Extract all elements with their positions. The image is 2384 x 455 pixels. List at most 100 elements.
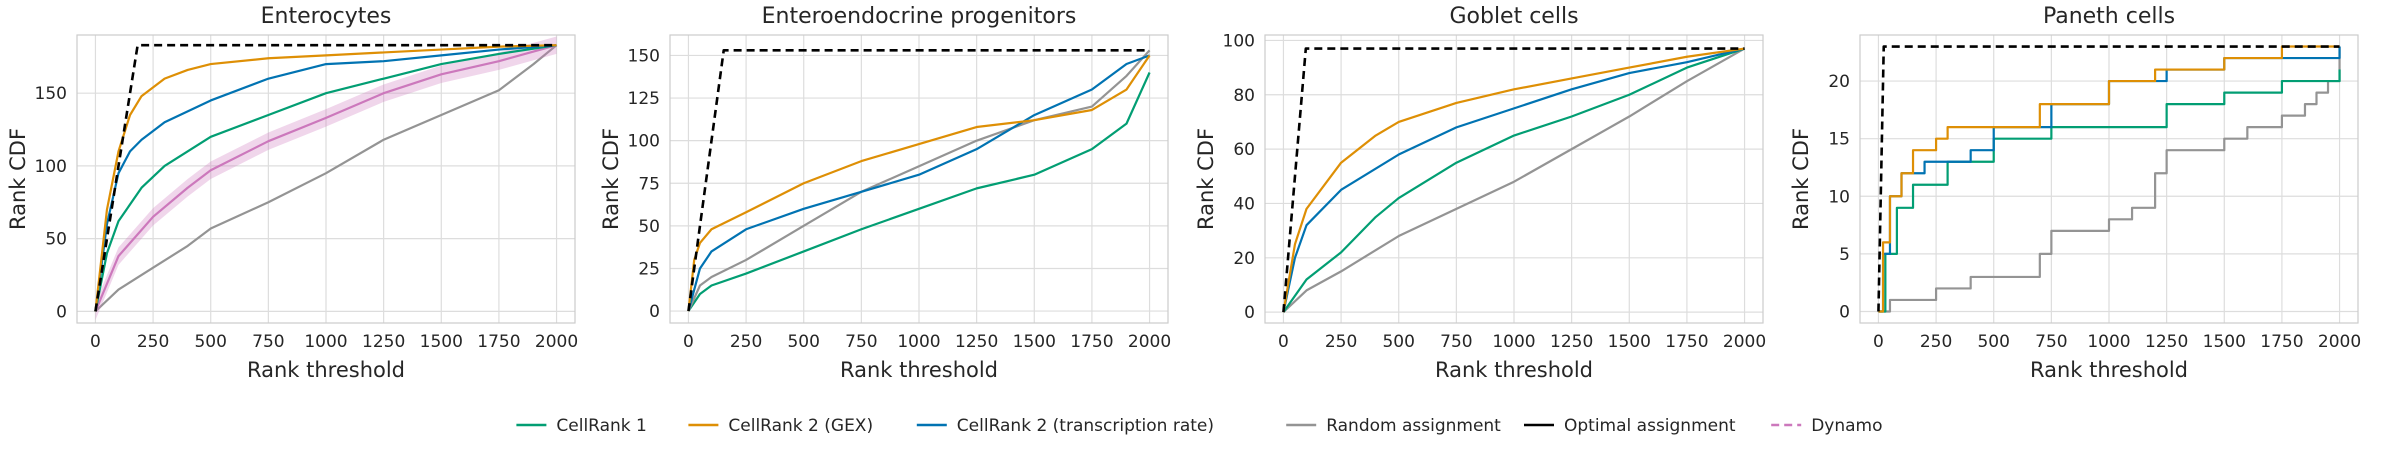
x-axis-label: Rank threshold [1435, 358, 1593, 382]
x-tick-label: 500 [787, 332, 819, 352]
x-axis-label: Rank threshold [2030, 358, 2188, 382]
x-tick-label: 750 [1440, 332, 1472, 352]
series-line-random [94, 44, 558, 313]
y-tick-label: 40 [1233, 194, 1255, 214]
x-tick-label: 1000 [1492, 332, 1535, 352]
x-tick-label: 1250 [1550, 332, 1593, 352]
x-tick-label: 0 [1873, 332, 1884, 352]
panel-3: 0 250 500 750 1000 1250 1500 1750 2000 0 20 40 60 80 1… [1194, 4, 1766, 382]
x-tick-label: 2000 [1723, 332, 1766, 352]
panel-1: 0 250 500 750 1000 1250 1500 1750 2000 0 50 100 150 R… [6, 4, 578, 382]
x-axis-label: Rank threshold [247, 358, 405, 382]
x-tick-label: 750 [252, 332, 284, 352]
series-line-trate [1282, 47, 1745, 313]
series-line-random [1878, 46, 2341, 313]
x-tick-label: 750 [2035, 332, 2067, 352]
panel-title: Enterocytes [261, 4, 392, 29]
legend-item-gex: CellRank 2 (GEX) [688, 416, 873, 436]
y-tick-label: 15 [1828, 130, 1850, 150]
x-tick-label: 0 [683, 332, 694, 352]
x-tick-label: 1000 [897, 332, 940, 352]
series-line-random [687, 49, 1151, 312]
y-tick-label: 80 [1233, 86, 1255, 106]
series-line-gex [687, 54, 1151, 312]
series-line-optimal [94, 43, 557, 312]
legend-item-dynamo: Dynamo [1771, 416, 1883, 436]
y-axis-label: Rank CDF [1194, 128, 1218, 230]
series-line-optimal [1877, 45, 2340, 312]
panel-4: 0 250 500 750 1000 1250 1500 1750 2000 0 5 10 15 20 Ra… [1789, 4, 2361, 382]
y-tick-label: 75 [638, 174, 660, 194]
series-line-dynamo [94, 44, 557, 312]
x-tick-label: 1750 [1070, 332, 1113, 352]
x-tick-label: 250 [137, 332, 169, 352]
legend-label: CellRank 2 (GEX) [728, 416, 873, 436]
x-tick-label: 1000 [304, 332, 347, 352]
x-tick-label: 1500 [1608, 332, 1651, 352]
plot-frame [76, 34, 576, 324]
x-tick-label: 1750 [1665, 332, 1708, 352]
y-tick-label: 0 [56, 302, 67, 322]
series-group [687, 49, 1151, 312]
plot-frame [1859, 34, 2359, 324]
y-axis-label: Rank CDF [1789, 128, 1813, 230]
x-tick-label: 1250 [362, 332, 405, 352]
y-tick-label: 25 [638, 259, 660, 279]
y-tick-label: 100 [628, 132, 660, 152]
legend-label: CellRank 2 (transcription rate) [957, 416, 1214, 436]
y-tick-label: 60 [1233, 140, 1255, 160]
x-tick-label: 750 [845, 332, 877, 352]
panel-title: Paneth cells [2043, 4, 2175, 29]
legend-label: Random assignment [1326, 416, 1501, 436]
series-group [1282, 47, 1746, 313]
y-tick-label: 125 [628, 89, 660, 109]
x-tick-label: 1500 [420, 332, 463, 352]
series-group [1877, 45, 2341, 313]
x-tick-label: 2000 [2318, 332, 2361, 352]
y-axis-label: Rank CDF [599, 128, 623, 230]
y-tick-label: 150 [628, 46, 660, 66]
legend-item-trate: CellRank 2 (transcription rate) [916, 416, 1214, 436]
series-line-gex [94, 44, 557, 312]
x-tick-label: 500 [1382, 332, 1414, 352]
legend-label: CellRank 1 [556, 416, 646, 436]
panel-2: 0 250 500 750 1000 1250 1500 1750 2000 0 25 50 75 100… [599, 4, 1171, 382]
y-tick-label: 150 [35, 84, 67, 104]
x-tick-label: 1500 [1013, 332, 1056, 352]
x-tick-label: 2000 [535, 332, 578, 352]
series-line-cellrank1 [94, 44, 557, 312]
legend-item-random: Random assignment [1286, 416, 1501, 436]
x-tick-label: 1250 [955, 332, 998, 352]
series-line-cellrank1 [687, 72, 1151, 312]
series-group [94, 36, 558, 321]
x-tick-label: 500 [194, 332, 226, 352]
x-tick-label: 250 [730, 332, 762, 352]
series-line-optimal [1282, 47, 1745, 313]
x-tick-label: 0 [90, 332, 101, 352]
x-tick-label: 1000 [2087, 332, 2130, 352]
series-line-trate [94, 44, 557, 312]
y-tick-label: 0 [1839, 302, 1850, 322]
x-axis-label: Rank threshold [840, 358, 998, 382]
y-tick-label: 20 [1828, 72, 1850, 92]
y-tick-label: 10 [1828, 187, 1850, 207]
y-tick-label: 50 [45, 230, 67, 250]
legend-label: Optimal assignment [1564, 416, 1736, 436]
panel-title: Enteroendocrine progenitors [762, 4, 1077, 29]
x-tick-label: 250 [1325, 332, 1357, 352]
y-axis-label: Rank CDF [6, 128, 30, 230]
x-tick-label: 0 [1278, 332, 1289, 352]
plot-frame [669, 34, 1169, 324]
plot-frame [1264, 34, 1764, 324]
legend-item-cellrank1: CellRank 1 [516, 416, 647, 436]
x-tick-label: 2000 [1128, 332, 1171, 352]
series-line-random [1282, 47, 1746, 313]
x-tick-label: 1500 [2203, 332, 2246, 352]
y-tick-label: 5 [1839, 245, 1850, 265]
x-tick-label: 250 [1920, 332, 1952, 352]
x-tick-label: 500 [1977, 332, 2009, 352]
legend: CellRank 1 CellRank 2 (GEX) CellRank 2 (tr… [516, 416, 1883, 436]
x-tick-label: 1750 [477, 332, 520, 352]
